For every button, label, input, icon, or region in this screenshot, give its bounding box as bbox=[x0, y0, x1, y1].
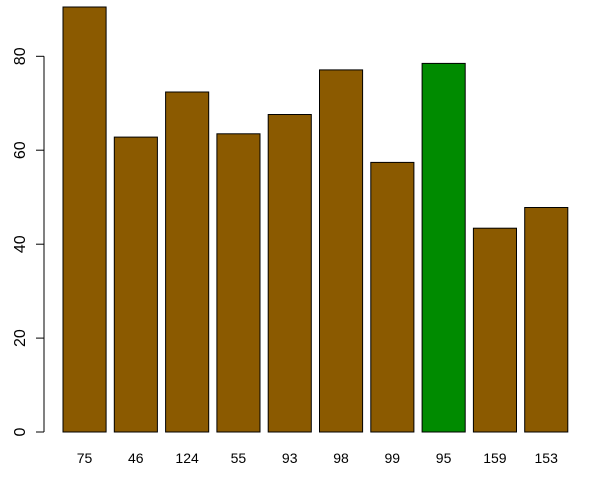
y-ticks: 0 20 40 60 80 bbox=[12, 47, 44, 436]
bar-46 bbox=[113, 136, 158, 433]
x-tick-label-55: 55 bbox=[231, 450, 247, 466]
y-tick-label-20: 20 bbox=[12, 329, 29, 347]
y-axis: 0 20 40 60 80 bbox=[12, 47, 45, 436]
bar-124 bbox=[165, 91, 210, 433]
y-tick-label-40: 40 bbox=[12, 235, 29, 253]
bar-153 bbox=[524, 207, 569, 433]
x-tick-label-159: 159 bbox=[483, 450, 507, 466]
x-tick-label-75: 75 bbox=[77, 450, 93, 466]
bar-93 bbox=[267, 114, 312, 433]
bars-layer bbox=[62, 6, 569, 433]
bar-99 bbox=[370, 161, 415, 433]
x-tick-label-124: 124 bbox=[175, 450, 199, 466]
y-tick-label-0: 0 bbox=[12, 427, 29, 436]
bar-75 bbox=[62, 6, 107, 433]
x-tick-labels: 75 46 124 55 93 98 99 95 159 153 bbox=[77, 450, 558, 466]
y-tick-label-80: 80 bbox=[12, 47, 29, 65]
bar-95 bbox=[421, 62, 466, 433]
y-tick-label-60: 60 bbox=[12, 141, 29, 159]
x-tick-label-153: 153 bbox=[535, 450, 559, 466]
bar-55 bbox=[216, 133, 261, 433]
x-tick-label-95: 95 bbox=[436, 450, 452, 466]
x-tick-label-99: 99 bbox=[385, 450, 401, 466]
bar-98 bbox=[319, 69, 364, 433]
x-tick-label-98: 98 bbox=[333, 450, 349, 466]
x-tick-label-46: 46 bbox=[128, 450, 144, 466]
x-tick-label-93: 93 bbox=[282, 450, 298, 466]
bar-159 bbox=[472, 227, 517, 433]
